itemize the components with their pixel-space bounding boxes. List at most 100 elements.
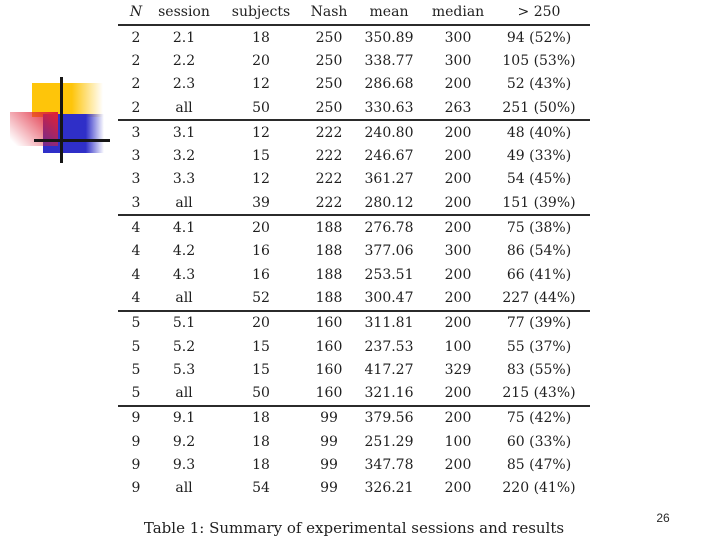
table-cell: 227 (44%)	[488, 286, 590, 312]
table-caption: Table 1: Summary of experimental session…	[143, 519, 565, 537]
table-cell: 338.77	[364, 52, 414, 69]
table-cell: 280.12	[350, 191, 428, 217]
table-cell: 300	[444, 243, 472, 260]
table-cell: 250	[308, 95, 350, 122]
table-cell: 200	[428, 191, 488, 217]
table-cell: 50	[214, 381, 308, 407]
table-cell: 151 (39%)	[488, 191, 590, 217]
table-cell: 49 (33%)	[506, 148, 572, 165]
table-header-row: N session subjects Nash mean median > 25…	[118, 0, 590, 26]
table-cell: 2	[118, 95, 154, 122]
table-cell: 200	[428, 381, 488, 407]
table-cell: 250	[315, 52, 343, 69]
table-cell: all	[154, 191, 214, 217]
table-cell: 200	[444, 171, 472, 188]
table-cell: 15	[252, 338, 270, 355]
table-row: 9 9.2 18 99 251.29 100 60 (33%)	[118, 430, 590, 453]
table-cell: 9	[131, 410, 141, 427]
results-table-container: N session subjects Nash mean median > 25…	[118, 0, 590, 500]
table-cell: 200	[444, 220, 472, 237]
table-cell: 75 (42%)	[506, 410, 572, 427]
table-cell: 188	[315, 243, 343, 260]
table-cell: 5.1	[172, 315, 196, 332]
table-cell: 222	[308, 191, 350, 217]
table-cell: 222	[315, 171, 343, 188]
table-cell: 5	[118, 381, 154, 407]
table-cell: all	[154, 286, 214, 312]
table-cell: 326.21	[364, 480, 414, 497]
column-header-median: median	[428, 0, 488, 26]
table-cell: 200	[444, 410, 472, 427]
table-cell: 18	[252, 410, 270, 427]
table-cell: 379.56	[364, 410, 414, 427]
table-cell: 5.2	[172, 338, 196, 355]
table-row: 3 3.2 15 222 246.67 200 49 (33%)	[118, 144, 590, 167]
table-cell: 75 (38%)	[506, 220, 572, 237]
table-cell: 321.16	[350, 381, 428, 407]
table-cell: 2	[131, 76, 141, 93]
table-cell: 251 (50%)	[488, 95, 590, 122]
table-cell: 200	[444, 124, 472, 141]
table-cell: 2	[131, 29, 141, 46]
page-number: 26	[656, 511, 670, 525]
table-cell: 54 (45%)	[506, 171, 572, 188]
table-cell: 5	[131, 338, 141, 355]
table-cell: 60 (33%)	[506, 433, 572, 450]
table-cell: 361.27	[364, 171, 414, 188]
table-cell: 246.67	[364, 148, 414, 165]
table-cell: all	[175, 480, 193, 497]
table-cell: all	[154, 95, 214, 122]
table-cell: 4	[131, 266, 141, 283]
table-cell: 9	[131, 480, 141, 497]
table-cell: 300	[444, 52, 472, 69]
table-cell: 222	[315, 148, 343, 165]
table-cell: 300	[444, 29, 472, 46]
table-cell: 188	[308, 286, 350, 312]
table-cell: 200	[444, 456, 472, 473]
table-cell: 5.3	[172, 361, 196, 378]
table-cell: 66 (41%)	[506, 266, 572, 283]
table-cell: 347.78	[364, 456, 414, 473]
table-cell: 263	[428, 95, 488, 122]
table-cell: 20	[252, 315, 270, 332]
table-row: 5 5.2 15 160 237.53 100 55 (37%)	[118, 335, 590, 358]
table-cell: 54	[252, 480, 270, 497]
table-cell: 4	[118, 286, 154, 312]
table-row: 3 all 39 222 280.12 200 151 (39%)	[118, 191, 590, 217]
column-header-mean: mean	[350, 0, 428, 26]
table-cell: 160	[315, 315, 343, 332]
table-row: 4 4.2 16 188 377.06 300 86 (54%)	[118, 240, 590, 263]
table-cell: 350.89	[364, 29, 414, 46]
table-cell: 2.1	[172, 29, 196, 46]
column-header-gt250: > 250	[488, 0, 590, 26]
results-table: N session subjects Nash mean median > 25…	[118, 0, 590, 500]
table-row: 5 5.3 15 160 417.27 329 83 (55%)	[118, 358, 590, 381]
table-cell: 105 (53%)	[502, 52, 576, 69]
table-cell: 86 (54%)	[506, 243, 572, 260]
table-cell: 188	[315, 220, 343, 237]
column-header-nash: Nash	[308, 0, 350, 26]
table-cell: 20	[252, 52, 270, 69]
table-cell: 99	[320, 480, 338, 497]
table-cell: 16	[252, 243, 270, 260]
table-row: 5 5.1 20 160 311.81 200 77 (39%)	[118, 311, 590, 335]
table-cell: 200	[444, 315, 472, 332]
table-cell: 18	[252, 456, 270, 473]
table-cell: 251.29	[364, 433, 414, 450]
table-cell: 160	[315, 338, 343, 355]
crosshair-horizontal-line	[34, 139, 110, 142]
table-cell: 4	[131, 220, 141, 237]
yellow-square	[32, 83, 103, 117]
column-header-n: N	[118, 0, 154, 26]
table-cell: 94 (52%)	[506, 29, 572, 46]
table-cell: 12	[252, 76, 270, 93]
table-cell: 160	[308, 381, 350, 407]
table-row: 4 4.1 20 188 276.78 200 75 (38%)	[118, 215, 590, 239]
table-cell: 2.2	[172, 52, 196, 69]
table-cell: 99	[320, 456, 338, 473]
table-cell: 52 (43%)	[506, 76, 572, 93]
table-cell: 4.3	[172, 266, 196, 283]
table-row: 3 3.3 12 222 361.27 200 54 (45%)	[118, 168, 590, 191]
table-cell: 222	[315, 124, 343, 141]
